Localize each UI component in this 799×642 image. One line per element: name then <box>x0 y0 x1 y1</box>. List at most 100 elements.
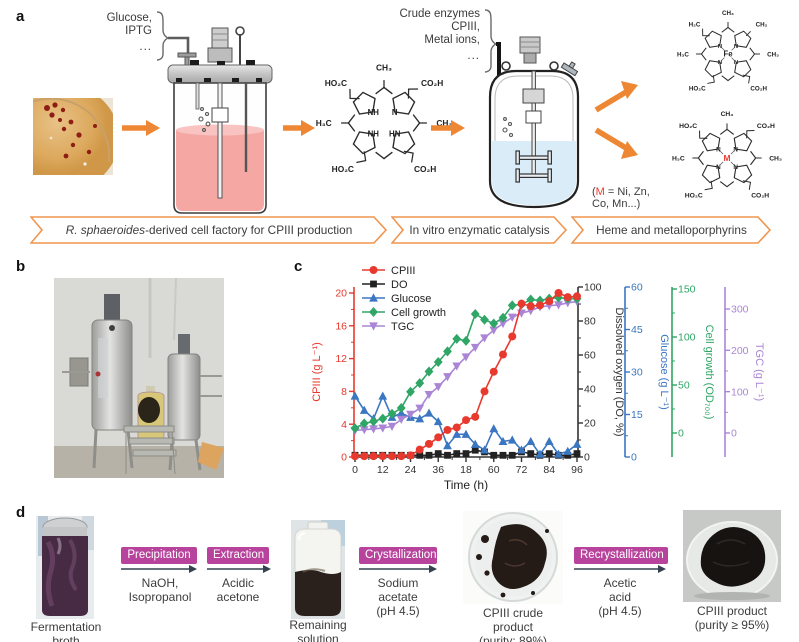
legend-label: Glucose <box>391 293 431 305</box>
substituent-label: CO₂H <box>751 193 769 200</box>
x-tick-label: 96 <box>571 464 583 476</box>
ring-nitrogen-label: N <box>392 108 398 117</box>
series-tgc <box>350 297 582 436</box>
metal-note-text: Co, Mn...) <box>592 198 641 211</box>
tick-label: 300 <box>731 304 749 316</box>
side-valve <box>560 61 579 77</box>
extraction-reagents: Acidic acetone <box>216 576 260 605</box>
axis-cellgrowth: 0 50 100 150 Cell growth (OD₇₀₀) <box>671 284 715 457</box>
motor <box>211 27 229 49</box>
substituent-label: HO₂C <box>689 86 706 93</box>
fermenter-2 <box>488 36 580 209</box>
tick-label: 16 <box>335 320 347 332</box>
recrystallization-reagents: Acetic acid (pH 4.5) <box>598 576 642 619</box>
crystallization-badge: Crystallization <box>359 547 437 564</box>
step-caption: Fermentation broth <box>30 620 102 642</box>
precipitation-badge: Precipitation <box>121 547 197 564</box>
metalloporphyrin-structure: N N N NM HO₂C CH₃ CO₂H CH₃ CO₂H HO₂C H₃C <box>672 111 782 200</box>
motor <box>519 36 541 54</box>
ring-nitrogen-label: HN <box>389 130 401 139</box>
paper-sheet <box>198 442 224 470</box>
pyrrole-ring <box>352 131 376 155</box>
pyrrole-ring <box>704 60 722 78</box>
substituent-bond <box>742 74 751 84</box>
feed-line: IPTG <box>125 24 152 37</box>
substituent-label: CO₂H <box>421 78 443 88</box>
substituent-label: H₃C <box>672 156 685 163</box>
ring-nitrogen-label: N <box>716 164 721 171</box>
panel-c-label: c <box>294 258 303 275</box>
tick-label: 45 <box>631 324 643 336</box>
substituent-label: H₃C <box>316 118 332 128</box>
substituent-bond <box>746 130 755 139</box>
cpiii-structure: NH N HN NH HO₂C CH₃ CO₂H CH₃ CO₂H HO₂C H₃C <box>316 63 453 175</box>
pyrrole-ring <box>352 91 376 115</box>
substituent-bond <box>702 28 710 37</box>
tick-label: 0 <box>731 428 737 440</box>
extraction-badge: Extraction <box>207 547 269 564</box>
meso-bridge <box>719 181 735 188</box>
ring-nitrogen-label: N <box>733 164 738 171</box>
tick-label: 50 <box>678 380 690 392</box>
substituent-label: CO₂H <box>757 123 775 130</box>
substituent-bond <box>349 88 360 100</box>
tick-label: 150 <box>678 284 696 296</box>
remaining-solution-photo <box>291 520 345 619</box>
ring-nitrogen-label: N <box>718 44 722 50</box>
enzyme-line: ... <box>467 49 480 62</box>
crystallization-reagents: Sodium acetate (pH 4.5) <box>376 576 420 619</box>
banner-stage-1: R. sphaeroides -derived cell factory for … <box>30 216 388 244</box>
substituent-label: CO₂H <box>414 164 436 174</box>
legend-label: CPIII <box>391 265 415 277</box>
x-tick-label: 72 <box>516 464 528 476</box>
pyrrole-ring <box>392 131 416 155</box>
axis-cpiii: 0 4 8 12 16 20 CPIII (g L⁻¹) <box>311 287 355 464</box>
tick-label: 20 <box>584 418 596 430</box>
substituent-label: CH₃ <box>436 118 452 128</box>
tick-label: 30 <box>631 367 643 379</box>
substituent-label: CH₃ <box>376 63 392 73</box>
process-arrow-icon <box>359 565 437 573</box>
bacterial-colonies <box>44 102 97 159</box>
pyrrole-ring <box>392 91 416 115</box>
tick-label: 8 <box>341 386 347 398</box>
ring-nitrogen-label: NH <box>368 108 380 117</box>
pyrrole-ring <box>734 60 752 78</box>
axis-label-do: Dissolved oxygen (DO, %) <box>613 308 625 437</box>
arrow-right-icon <box>122 120 160 136</box>
metal-note: (M = Ni, Zn, Co, Mn...) <box>592 186 670 211</box>
ring-nitrogen-label: N <box>716 147 721 154</box>
precipitation-reagents: NaOH, Isopropanol <box>128 576 192 605</box>
substituent-label: H₂C <box>689 21 701 28</box>
axis-glucose: 0 15 30 45 60 Glucose (g L⁻¹) <box>624 282 670 464</box>
substituent-label: HO₂C <box>679 123 697 130</box>
pyrrole-ring <box>704 30 722 48</box>
pyrrole-ring <box>701 132 721 152</box>
petri-dish-photo <box>33 98 113 175</box>
step-caption: CPIII crude product (purity: 89%) <box>478 606 548 642</box>
enzyme-line: Metal ions, <box>424 33 480 46</box>
purified-powder <box>700 527 766 587</box>
bubbles <box>502 117 514 138</box>
branch-arrows-icon <box>594 81 638 159</box>
legend-label: DO <box>391 279 408 291</box>
banner-stage-1-label: R. sphaeroides -derived cell factory for … <box>65 223 353 237</box>
substituent-label: CO₂H <box>750 86 767 93</box>
step-caption: CPIII product (purity ≥ 95%) <box>694 604 770 633</box>
tick-label: 0 <box>678 428 684 440</box>
panel-b-label: b <box>16 258 26 275</box>
metal-note-text: = Ni, Zn, <box>604 186 650 198</box>
crude-powder <box>491 524 547 589</box>
recrystallization-badge: Recrystallization <box>574 547 668 564</box>
substituent-label: CH₃ <box>769 156 782 163</box>
enzyme-annotation: Crude enzymes CPIII, Metal ions, ... <box>388 8 480 63</box>
x-tick-label: 36 <box>432 464 444 476</box>
pyrrole-ring <box>701 164 721 184</box>
tick-label: 100 <box>731 386 749 398</box>
metal-note-text: ( <box>592 186 596 198</box>
feed-annotation: Glucose, IPTG ... <box>84 12 152 54</box>
substituent-bond <box>704 180 713 191</box>
step-caption: Remaining solution <box>289 618 347 642</box>
x-tick-label: 18 <box>460 464 472 476</box>
